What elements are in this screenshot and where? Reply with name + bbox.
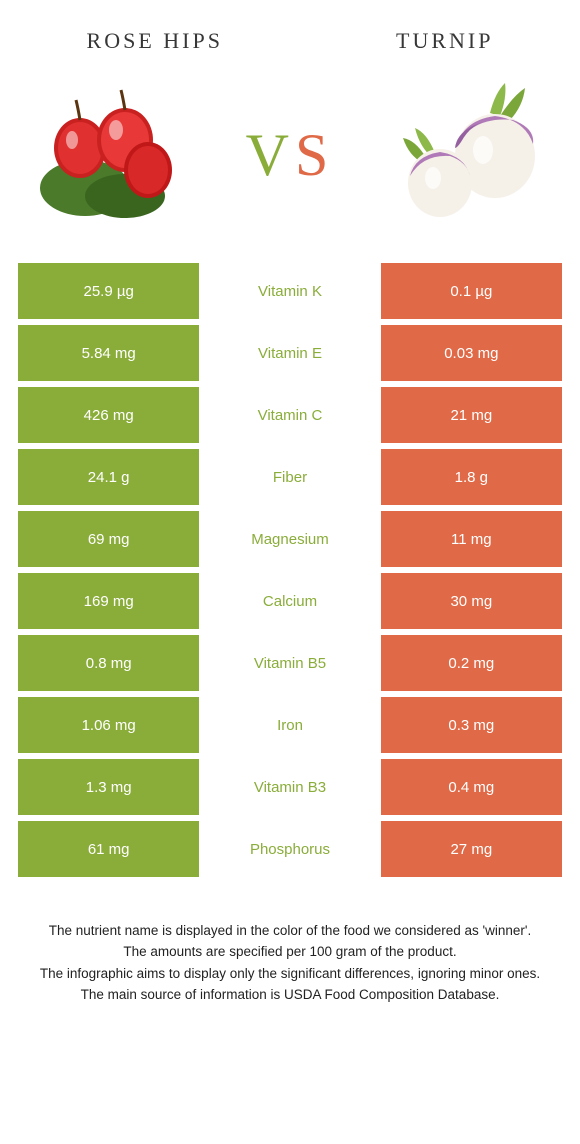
nutrient-name: Vitamin K (199, 263, 380, 319)
nutrient-name: Vitamin B3 (199, 759, 380, 815)
nutrient-name: Fiber (199, 449, 380, 505)
nutrient-name: Phosphorus (199, 821, 380, 877)
nutrient-row: 25.9 µgVitamin K0.1 µg (18, 263, 562, 319)
nutrient-table: 25.9 µgVitamin K0.1 µg5.84 mgVitamin E0.… (0, 263, 580, 877)
nutrient-row: 69 mgMagnesium11 mg (18, 511, 562, 567)
nutrient-left-value: 24.1 g (18, 449, 199, 505)
nutrient-name: Magnesium (199, 511, 380, 567)
nutrient-name: Vitamin C (199, 387, 380, 443)
footnote-line: The nutrient name is displayed in the co… (18, 921, 562, 941)
nutrient-left-value: 61 mg (18, 821, 199, 877)
vs-row: VS (0, 68, 580, 263)
nutrient-row: 24.1 gFiber1.8 g (18, 449, 562, 505)
nutrient-right-value: 0.3 mg (381, 697, 562, 753)
nutrient-row: 0.8 mgVitamin B50.2 mg (18, 635, 562, 691)
nutrient-left-value: 25.9 µg (18, 263, 199, 319)
nutrient-row: 426 mgVitamin C21 mg (18, 387, 562, 443)
nutrient-right-value: 1.8 g (381, 449, 562, 505)
nutrient-right-value: 30 mg (381, 573, 562, 629)
nutrient-right-value: 21 mg (381, 387, 562, 443)
nutrient-left-value: 1.3 mg (18, 759, 199, 815)
vs-v: V (246, 121, 295, 190)
nutrient-right-value: 0.03 mg (381, 325, 562, 381)
rose-hips-image (30, 78, 185, 233)
food-left-title: Rose hips (87, 28, 223, 54)
nutrient-row: 61 mgPhosphorus27 mg (18, 821, 562, 877)
nutrient-right-value: 0.2 mg (381, 635, 562, 691)
nutrient-name: Calcium (199, 573, 380, 629)
nutrient-row: 1.3 mgVitamin B30.4 mg (18, 759, 562, 815)
footnote-line: The amounts are specified per 100 gram o… (18, 942, 562, 962)
nutrient-right-value: 0.1 µg (381, 263, 562, 319)
nutrient-left-value: 426 mg (18, 387, 199, 443)
nutrient-row: 1.06 mgIron0.3 mg (18, 697, 562, 753)
turnip-image (395, 78, 550, 233)
nutrient-name: Vitamin E (199, 325, 380, 381)
nutrient-left-value: 169 mg (18, 573, 199, 629)
nutrient-left-value: 0.8 mg (18, 635, 199, 691)
footnotes: The nutrient name is displayed in the co… (0, 883, 580, 1005)
nutrient-right-value: 27 mg (381, 821, 562, 877)
food-right-title: Turnip (396, 28, 493, 54)
nutrient-left-value: 1.06 mg (18, 697, 199, 753)
header: Rose hips Turnip (0, 0, 580, 68)
nutrient-row: 169 mgCalcium30 mg (18, 573, 562, 629)
footnote-line: The main source of information is USDA F… (18, 985, 562, 1005)
nutrient-left-value: 5.84 mg (18, 325, 199, 381)
nutrient-name: Vitamin B5 (199, 635, 380, 691)
nutrient-row: 5.84 mgVitamin E0.03 mg (18, 325, 562, 381)
nutrient-right-value: 11 mg (381, 511, 562, 567)
vs-s: S (295, 121, 334, 190)
vs-label: VS (246, 121, 335, 190)
nutrient-left-value: 69 mg (18, 511, 199, 567)
nutrient-right-value: 0.4 mg (381, 759, 562, 815)
nutrient-name: Iron (199, 697, 380, 753)
footnote-line: The infographic aims to display only the… (18, 964, 562, 984)
